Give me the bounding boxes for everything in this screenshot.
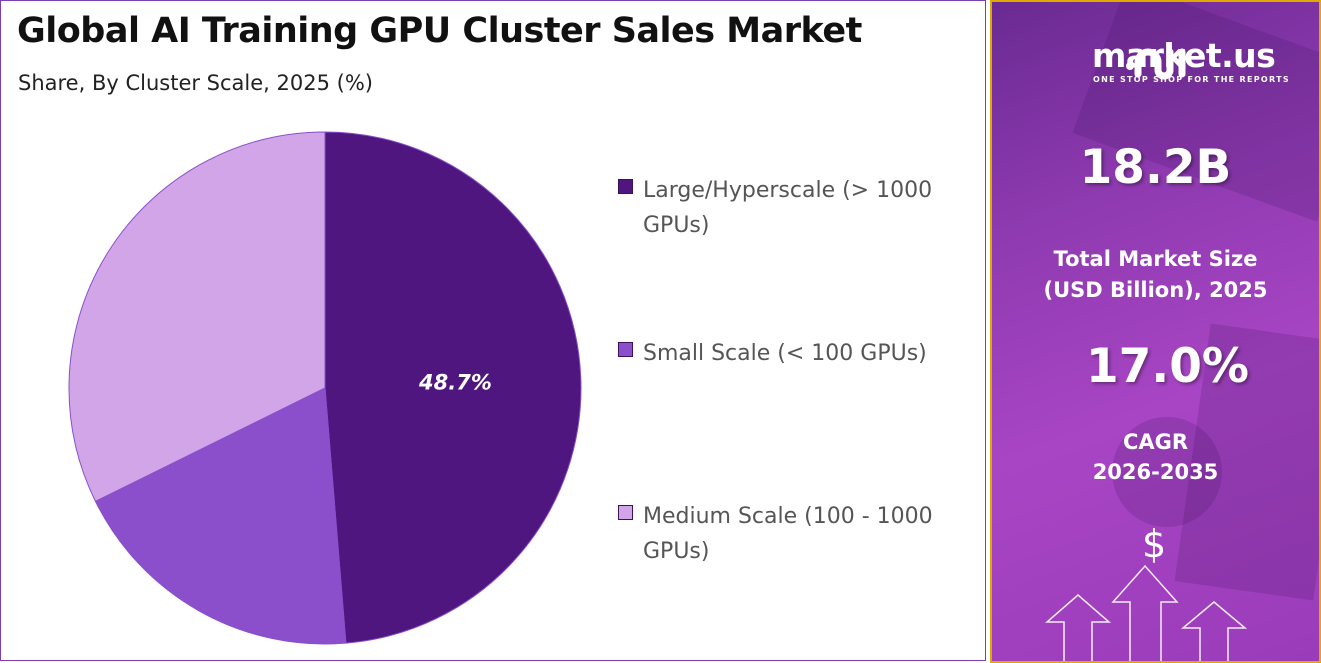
legend-swatch: [618, 179, 633, 194]
market-size-value: 18.2B: [1079, 140, 1232, 195]
pie-chart: 48.7%: [68, 131, 582, 645]
chart-panel: Global AI Training GPU Cluster Sales Mar…: [0, 0, 986, 661]
cagr-period: 2026-2035: [1092, 460, 1219, 484]
growth-arrows-icon: [1044, 564, 1248, 661]
market-us-logo-icon: [1126, 48, 1186, 80]
cagr-value: 17.0%: [1085, 339, 1250, 394]
legend-swatch: [618, 342, 633, 357]
dollar-icon: $: [1142, 522, 1167, 566]
market-size-label-2: (USD Billion), 2025: [1043, 278, 1268, 302]
slice-small: [94, 387, 347, 645]
data-label: 48.7%: [418, 371, 492, 395]
legend-label: Small Scale (< 100 GPUs): [643, 341, 927, 366]
cagr-label: CAGR: [1122, 430, 1189, 454]
legend-label: Large/Hyperscale (> 1000 GPUs): [643, 178, 933, 238]
brand-logo: market.us ONE STOP SHOP FOR THE REPORTS: [1014, 36, 1304, 90]
chart-title: Global AI Training GPU Cluster Sales Mar…: [17, 11, 862, 51]
market-size-label-1: Total Market Size: [1053, 247, 1258, 271]
summary-panel: market.us ONE STOP SHOP FOR THE REPORTS …: [990, 0, 1321, 663]
background-decoration: [1112, 417, 1222, 527]
chart-subtitle: Share, By Cluster Scale, 2025 (%): [18, 71, 373, 95]
brand-name: market.us: [1092, 36, 1276, 75]
legend-label: Medium Scale (100 - 1000 GPUs): [643, 504, 933, 564]
slice-medium: [68, 131, 326, 503]
legend-swatch: [618, 505, 633, 520]
slice-large: [324, 131, 582, 644]
brand-tagline: ONE STOP SHOP FOR THE REPORTS: [1093, 75, 1290, 84]
